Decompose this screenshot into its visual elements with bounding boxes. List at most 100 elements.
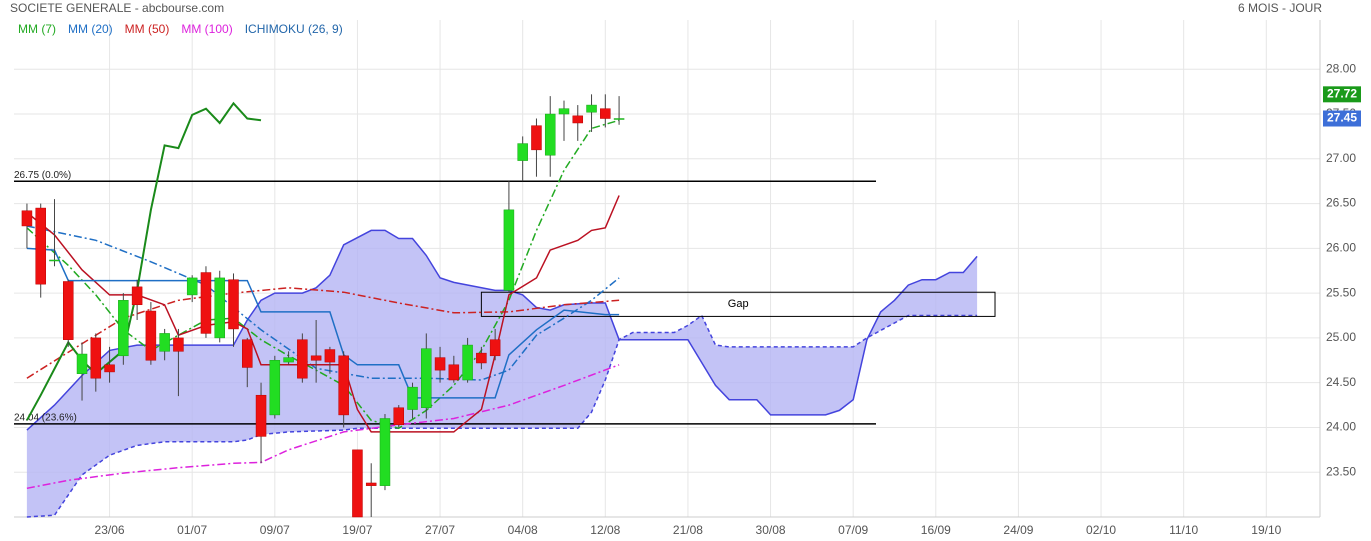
candle [352, 449, 363, 518]
candle [200, 266, 212, 338]
candle-body [558, 108, 570, 115]
candle [214, 270, 225, 343]
x-tick-label: 19/07 [342, 523, 372, 537]
candle [283, 351, 294, 365]
chikou-line [26, 101, 262, 421]
candle [517, 136, 528, 182]
candle [544, 96, 556, 177]
moving-average [26, 225, 620, 381]
x-tick-label: 09/07 [260, 523, 290, 537]
level-label: 24.04 (23.6%) [14, 413, 77, 424]
ichimoku-cloud [26, 230, 978, 517]
candle [118, 293, 129, 365]
x-tick-label: 24/09 [1003, 523, 1033, 537]
candle [421, 333, 432, 419]
x-tick-label: 30/08 [756, 523, 786, 537]
candle-body [393, 407, 404, 426]
x-tick-label: 21/08 [673, 523, 703, 537]
moving-average [26, 364, 620, 490]
candle [338, 351, 349, 428]
candle-body [531, 125, 542, 151]
candle [393, 405, 404, 428]
y-tick-label: 26.50 [1326, 196, 1356, 210]
candle-body [434, 357, 446, 371]
candle-body [283, 357, 294, 363]
price-tag-label: 27.45 [1327, 111, 1357, 125]
candle [558, 100, 570, 141]
legend-entry: ICHIMOKU (26, 9) [245, 22, 343, 36]
candle [49, 199, 60, 267]
candle-body [131, 286, 143, 306]
price-tag [1323, 86, 1361, 103]
candle [310, 319, 322, 383]
candle [572, 105, 584, 141]
y-tick-label: 23.50 [1326, 464, 1356, 478]
x-tick-label: 16/09 [921, 523, 951, 537]
candle [145, 302, 157, 365]
candle-body [297, 339, 308, 379]
x-tick-label: 01/07 [177, 523, 207, 537]
candle-body [379, 418, 391, 486]
candle-body [503, 209, 515, 291]
candle-body [242, 339, 253, 368]
candle-body [269, 360, 281, 416]
chart-subtitle: 6 MOIS - JOUR [1238, 1, 1322, 15]
candle-body [49, 259, 60, 262]
candle-body [324, 349, 336, 363]
candle [448, 355, 460, 383]
candle-body [145, 310, 157, 361]
x-tick-label: 11/10 [1169, 523, 1198, 537]
candle-body [489, 339, 501, 357]
price-tag [1323, 110, 1361, 127]
price-tag-label: 27.72 [1327, 86, 1357, 100]
candle [76, 342, 88, 401]
candle [407, 382, 418, 419]
candle-body [173, 337, 184, 352]
candle-body [448, 364, 460, 381]
moving-average [26, 119, 620, 430]
candle [365, 463, 377, 517]
candle [531, 118, 542, 177]
candle-body [255, 394, 267, 437]
candle [173, 328, 184, 397]
candle [462, 337, 473, 383]
candle-body [407, 386, 418, 410]
candle [35, 203, 46, 298]
candle-body [228, 279, 239, 330]
candle-body [186, 277, 198, 296]
candle-body [63, 281, 74, 340]
candle [131, 279, 143, 320]
level-label: 26.75 (0.0%) [14, 170, 71, 181]
candle-body [476, 352, 487, 364]
candle [90, 333, 102, 392]
x-tick-label: 27/07 [425, 523, 455, 537]
candle-body [76, 353, 88, 374]
candle-body [214, 277, 225, 339]
candle-body [365, 482, 377, 486]
candle-body [200, 272, 212, 334]
candle-body [572, 115, 584, 124]
candle-body [586, 104, 597, 113]
candle-body [21, 210, 33, 227]
candle-body [310, 355, 322, 361]
candle-body [613, 118, 625, 120]
candle-body [159, 333, 170, 352]
candle [63, 279, 74, 347]
candle [228, 273, 239, 347]
senkou-span-b [26, 314, 978, 518]
moving-average [26, 287, 620, 379]
candle [586, 94, 597, 132]
candle-body [421, 348, 432, 408]
candle-body [352, 449, 363, 518]
candle [255, 382, 267, 464]
y-tick-label: 25.00 [1326, 330, 1356, 344]
legend-entry: MM (50) [125, 22, 170, 36]
candle-body [90, 337, 102, 379]
y-tick-label: 26.00 [1326, 241, 1356, 255]
chart-title: SOCIETE GENERALE - abcbourse.com [10, 1, 224, 15]
gap-label: Gap [728, 298, 749, 310]
x-tick-label: 04/08 [508, 523, 538, 537]
y-tick-label: 28.00 [1326, 61, 1356, 75]
candle-body [338, 355, 349, 416]
